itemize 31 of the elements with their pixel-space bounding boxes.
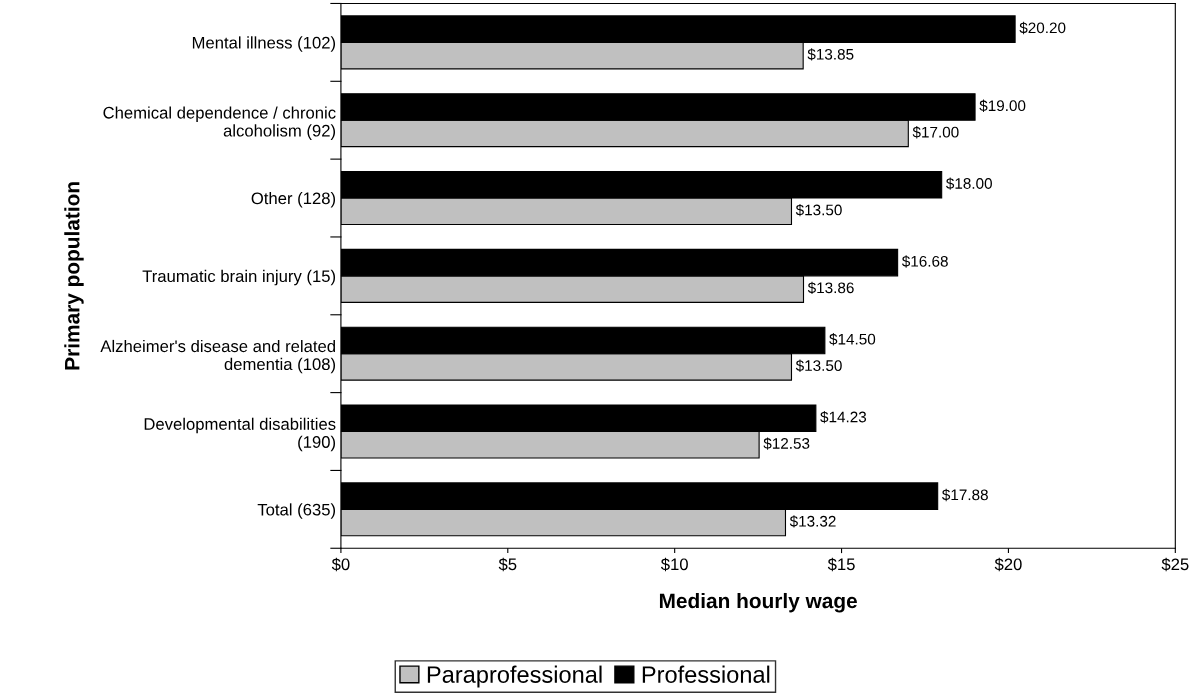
data-label: $17.00 — [912, 126, 959, 139]
x-tick-label: $15 — [827, 557, 855, 572]
y-tick-label: Traumatic brain injury (15) — [142, 269, 336, 286]
x-tick-label: $10 — [660, 557, 688, 572]
data-label: $13.50 — [795, 359, 842, 372]
y-tick-label: Mental illness (102) — [192, 36, 336, 52]
data-label: $17.88 — [942, 488, 988, 502]
data-label: $18.00 — [946, 177, 992, 190]
data-label: $14.50 — [829, 333, 876, 346]
y-tick-label: Developmental disabilities (190) — [144, 417, 336, 452]
x-tick-label: $25 — [1161, 557, 1189, 572]
y-axis-title: Primary population — [64, 182, 84, 370]
y-tick-label: Chemical dependence / chronic alcoholism (92) — [103, 106, 336, 140]
x-tick-label: $0 — [331, 557, 350, 572]
data-label: $12.53 — [763, 437, 810, 450]
y-tick-label: Other (128) — [251, 192, 336, 208]
x-axis-title: Median hourly wage — [659, 592, 857, 613]
y-tick-label: Total (635) — [257, 503, 336, 519]
data-label: $13.86 — [807, 281, 854, 295]
legend-label: Paraprofessional — [427, 665, 602, 688]
data-label: $14.23 — [820, 410, 867, 424]
x-tick-label: $5 — [498, 557, 517, 572]
data-label: $20.20 — [1019, 21, 1066, 35]
data-label: $13.85 — [807, 48, 854, 61]
y-tick-label: Alzheimer's disease and related dementia (108) — [100, 339, 336, 374]
x-tick-label: $20 — [994, 557, 1022, 572]
data-label: $13.32 — [789, 515, 836, 528]
data-label: $13.50 — [795, 203, 842, 217]
legend-label: Professional — [642, 665, 770, 683]
data-label: $16.68 — [901, 255, 948, 268]
data-label: $19.00 — [979, 99, 1026, 112]
